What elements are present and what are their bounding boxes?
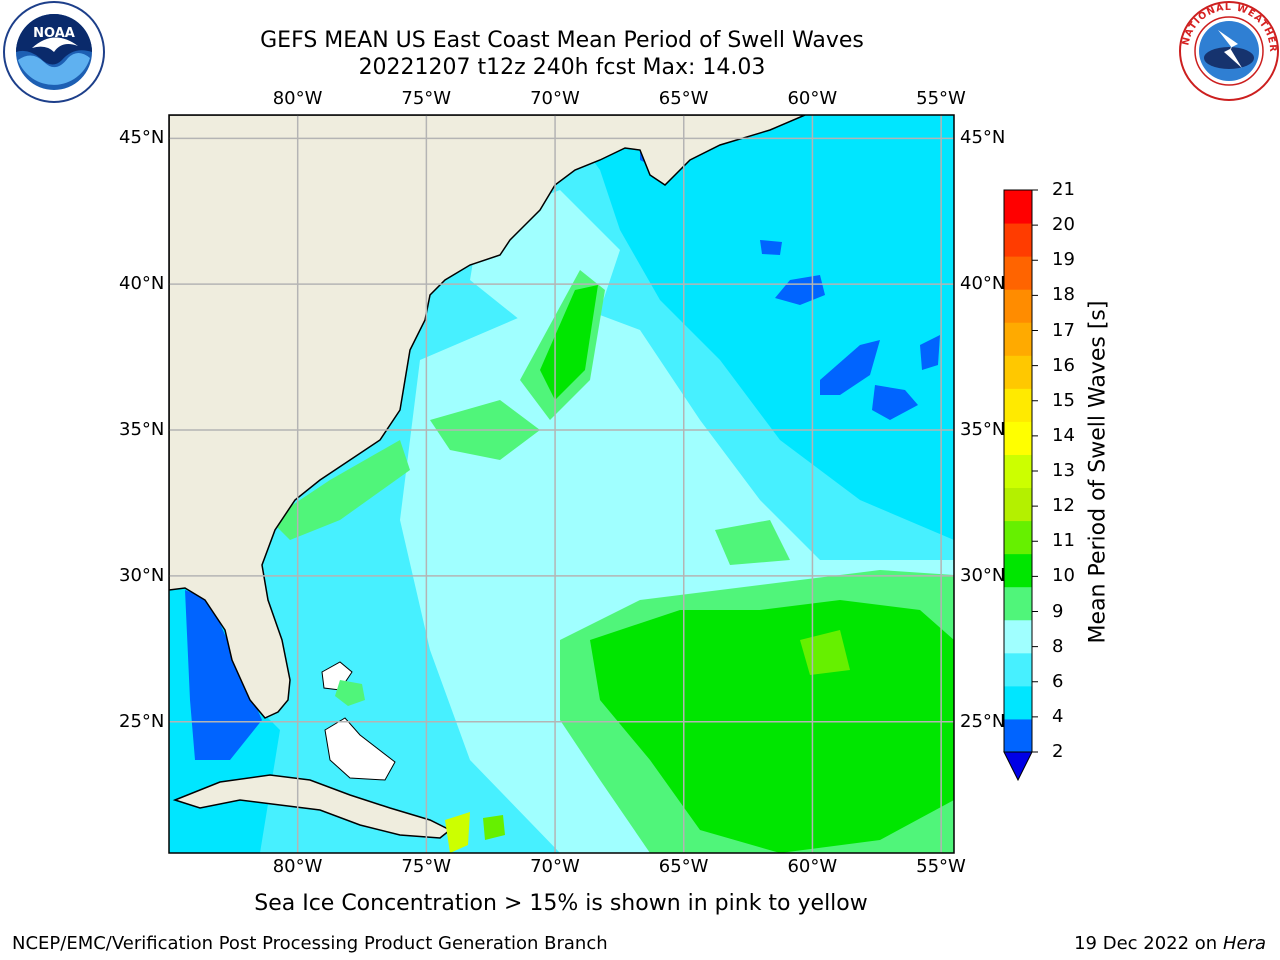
colorbar-tick-label: 18 bbox=[1052, 284, 1075, 306]
period-2-4-gulf bbox=[185, 590, 262, 760]
colorbar-tick-label: 9 bbox=[1052, 600, 1064, 622]
colorbar-segment bbox=[1004, 586, 1032, 621]
lon-label-bottom: 80°W bbox=[272, 856, 323, 877]
colorbar-segment bbox=[1004, 718, 1032, 753]
colorbar-segment bbox=[1004, 256, 1032, 290]
lat-label-right: 45°N bbox=[960, 127, 1006, 149]
colorbar-tick-label: 20 bbox=[1052, 214, 1075, 236]
colorbar-tick-label: 4 bbox=[1052, 705, 1064, 727]
colorbar-extend-arrow bbox=[1003, 751, 1033, 782]
period-11-12-island-patch bbox=[483, 815, 505, 840]
colorbar-segment bbox=[1004, 454, 1032, 489]
period-9-10-carolina-patch bbox=[270, 440, 410, 540]
lat-label-left: 35°N bbox=[119, 419, 165, 441]
colorbar-tick-label: 12 bbox=[1052, 495, 1075, 517]
colorbar-segment bbox=[1004, 421, 1032, 455]
lon-label-bottom: 60°W bbox=[787, 856, 838, 877]
lon-label-top: 65°W bbox=[658, 88, 709, 109]
colorbar-tick-label: 19 bbox=[1052, 249, 1075, 271]
noaa-logo: NOAA bbox=[3, 1, 105, 103]
footer-credit: NCEP/EMC/Verification Post Processing Pr… bbox=[12, 933, 608, 954]
colorbar-tick-label: 11 bbox=[1052, 530, 1075, 552]
north-america-land bbox=[169, 115, 806, 719]
colorbar-tick-label: 8 bbox=[1052, 635, 1064, 657]
period-9-10-patch-b bbox=[715, 520, 790, 565]
colorbar bbox=[1003, 189, 1038, 782]
lat-label-right: 25°N bbox=[960, 710, 1006, 732]
period-10-11-core bbox=[590, 600, 954, 853]
colorbar-segment bbox=[1004, 685, 1032, 720]
colorbar-tick-label: 16 bbox=[1052, 354, 1075, 376]
footer-date: 19 Dec 2022 on Hera bbox=[1074, 933, 1266, 954]
lat-label-left: 45°N bbox=[119, 127, 165, 149]
colorbar-tick-label: 13 bbox=[1052, 460, 1075, 481]
swell-period-field bbox=[169, 115, 954, 853]
colorbar-segment bbox=[1004, 190, 1032, 224]
period-2-4-patch-e bbox=[760, 240, 782, 255]
colorbar-segment bbox=[1004, 388, 1032, 422]
colorbar-tick-label: 14 bbox=[1052, 424, 1075, 446]
noaa-logo-text: NOAA bbox=[33, 26, 75, 41]
map-subtitle: 20221207 t12z 240h fcst Max: 14.03 bbox=[358, 55, 766, 80]
colorbar-tick-label: 17 bbox=[1052, 319, 1075, 341]
lon-label-top: 70°W bbox=[530, 88, 580, 109]
colorbar-tick-label: 2 bbox=[1052, 741, 1064, 762]
colorbar-segment bbox=[1004, 223, 1032, 257]
lat-label-right: 40°N bbox=[960, 273, 1006, 295]
lon-label-top: 75°W bbox=[401, 88, 452, 109]
lat-label-right: 35°N bbox=[960, 419, 1006, 441]
period-2-4-patch-c bbox=[872, 385, 918, 420]
cuba-land bbox=[172, 774, 452, 839]
lat-label-left: 25°N bbox=[119, 710, 165, 732]
map-frame bbox=[168, 114, 955, 854]
colorbar-tick-label: 10 bbox=[1052, 565, 1075, 587]
period-4-6-north-patch bbox=[560, 115, 954, 540]
lon-label-top: 80°W bbox=[272, 88, 323, 109]
nws-logo: NATIONAL WEATHER SERVICE bbox=[1178, 0, 1279, 101]
colorbar-tick-label: 15 bbox=[1052, 389, 1075, 411]
period-2-4-patch-b bbox=[820, 340, 880, 395]
footer-host: Hera bbox=[1222, 933, 1266, 954]
colorbar-tick-label: 21 bbox=[1052, 179, 1075, 200]
colorbar-label: Mean Period of Swell Waves [s] bbox=[1085, 300, 1111, 644]
colorbar-segment bbox=[1004, 487, 1032, 522]
lon-label-top: 60°W bbox=[787, 88, 838, 109]
lon-label-top: 55°W bbox=[916, 88, 966, 109]
graticule bbox=[169, 115, 954, 853]
period-2-4-patch-d bbox=[920, 335, 940, 370]
lat-label-left: 30°N bbox=[119, 564, 165, 586]
colorbar-tick-label: 6 bbox=[1052, 670, 1064, 692]
footer-date-text: 19 Dec 2022 on bbox=[1074, 933, 1218, 954]
colorbar-segment bbox=[1004, 553, 1032, 588]
colorbar-segment bbox=[1004, 322, 1032, 356]
lat-label-right: 30°N bbox=[960, 564, 1006, 586]
colorbar-segment bbox=[1004, 289, 1032, 323]
bahamas-shelf bbox=[324, 717, 396, 781]
period-12-13-patch bbox=[445, 812, 470, 853]
lon-label-bottom: 55°W bbox=[916, 856, 966, 877]
colorbar-segment bbox=[1004, 652, 1032, 687]
sea-ice-caption: Sea Ice Concentration > 15% is shown in … bbox=[254, 891, 868, 916]
lon-label-bottom: 65°W bbox=[658, 856, 709, 877]
lon-label-bottom: 70°W bbox=[530, 856, 580, 877]
map-title: GEFS MEAN US East Coast Mean Period of S… bbox=[260, 28, 864, 53]
lon-label-bottom: 75°W bbox=[401, 856, 452, 877]
period-9-10-bahamas bbox=[335, 680, 365, 706]
colorbar-segment bbox=[1004, 355, 1032, 389]
colorbar-segment bbox=[1004, 619, 1032, 654]
lat-label-left: 40°N bbox=[119, 273, 165, 295]
colorbar-segment bbox=[1004, 520, 1032, 555]
